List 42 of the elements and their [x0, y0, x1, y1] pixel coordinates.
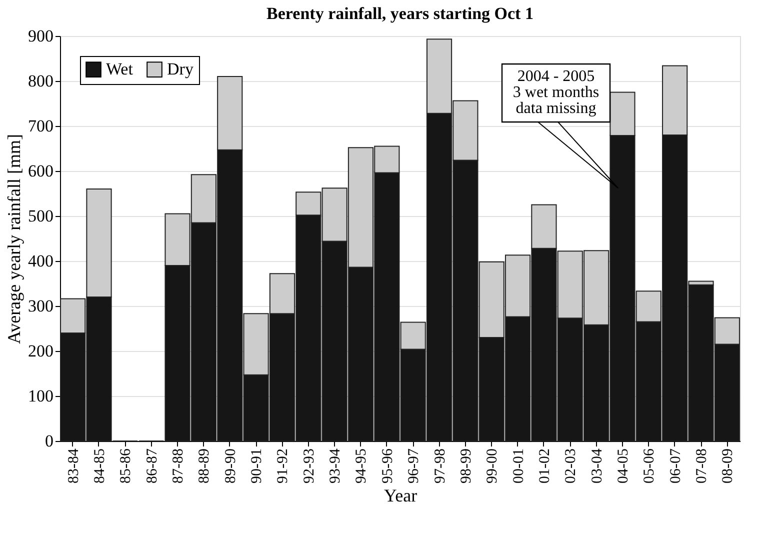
y-axis-title: Average yearly rainfall [mm]: [4, 134, 24, 344]
y-tick-label: 900: [28, 26, 54, 46]
x-tick-label: 95-96: [380, 448, 396, 484]
x-tick-label: 96-97: [406, 448, 422, 484]
x-tick-label: 97-98: [432, 448, 448, 484]
x-tick-label: 87-88: [170, 448, 187, 484]
y-tick-label: 500: [28, 206, 54, 226]
x-tick-label: 90-91: [249, 448, 266, 484]
y-tick-label: 100: [28, 386, 54, 406]
x-tick-label: 05-06: [642, 448, 658, 484]
x-tick-label: 02-03: [563, 448, 580, 484]
y-tick-label: 600: [28, 162, 54, 180]
y-tick-label: 300: [28, 296, 54, 316]
x-axis-title: Year: [384, 485, 418, 506]
x-tick-label: 89-90: [222, 448, 239, 484]
x-tick-label: 84-85: [92, 448, 108, 484]
x-tick-label: 03-04: [589, 448, 606, 484]
x-tick-label: 00-01: [510, 448, 527, 484]
x-tick-label: 94-95: [354, 448, 370, 484]
x-tick-label: 88-89: [196, 448, 213, 484]
x-tick-label: 91-92: [275, 448, 292, 484]
legend-label: Wet: [106, 60, 134, 79]
y-tick-label: 0: [45, 432, 54, 450]
x-tick-label: 06-07: [668, 448, 684, 484]
x-tick-label: 85-86: [118, 448, 134, 484]
x-tick-label: 98-99: [458, 448, 474, 484]
x-tick-label: 86-87: [144, 448, 160, 484]
x-tick-label: 01-02: [536, 448, 553, 484]
chart-title: Berenty rainfall, years starting Oct 1: [266, 4, 534, 23]
x-tick-label: 08-09: [720, 448, 736, 484]
y-tick-label: 800: [28, 72, 54, 90]
y-tick-label: 400: [28, 252, 54, 270]
x-tick-label: 92-93: [301, 448, 318, 484]
x-tick-label: 04-05: [615, 448, 632, 484]
x-tick-label: 07-08: [694, 448, 710, 484]
y-tick-label: 200: [28, 342, 54, 360]
annotation: 2004 - 2005 3 wet months data missing: [512, 68, 600, 117]
legend-label: Dry: [167, 60, 194, 79]
x-tick-label: 93-94: [328, 448, 344, 484]
x-tick-label: 83-84: [66, 448, 82, 484]
x-tick-label: 99-00: [484, 448, 501, 484]
y-tick-label: 700: [28, 116, 54, 136]
